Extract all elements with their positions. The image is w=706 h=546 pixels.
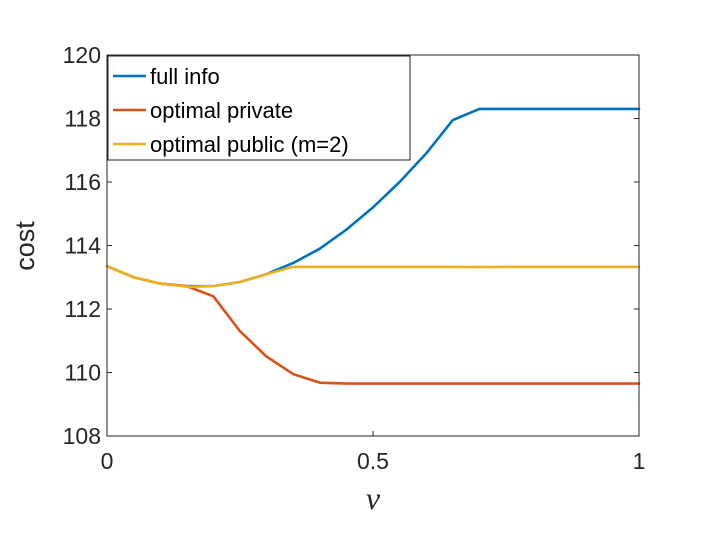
x-axis-label: ν [366, 480, 381, 516]
legend-label-3: optimal public (m=2) [150, 132, 349, 157]
legend-label-2: optimal private [150, 98, 293, 123]
y-tick-label: 116 [64, 169, 101, 195]
y-tick-label: 112 [64, 296, 101, 322]
legend-label-1: full info [150, 64, 220, 89]
y-tick-label: 114 [64, 233, 101, 259]
series-line-2 [105, 264, 641, 385]
y-axis-label: cost [10, 221, 40, 271]
series-layer [105, 107, 641, 385]
x-tick-label: 0.5 [357, 448, 389, 474]
x-tick-label: 1 [633, 448, 646, 474]
x-tick-label: 0 [101, 448, 114, 474]
y-tick-label: 108 [63, 423, 101, 449]
legend: full info optimal private optimal public (… [107, 55, 411, 161]
series-line-3 [105, 264, 641, 289]
y-tick-label: 118 [64, 106, 101, 132]
tick-labels: 0 0.5 1 108 110 112 114 116 118 120 [63, 42, 646, 474]
y-tick-label: 110 [64, 360, 101, 386]
y-tick-label: 120 [63, 42, 101, 68]
legend-box [107, 55, 411, 161]
